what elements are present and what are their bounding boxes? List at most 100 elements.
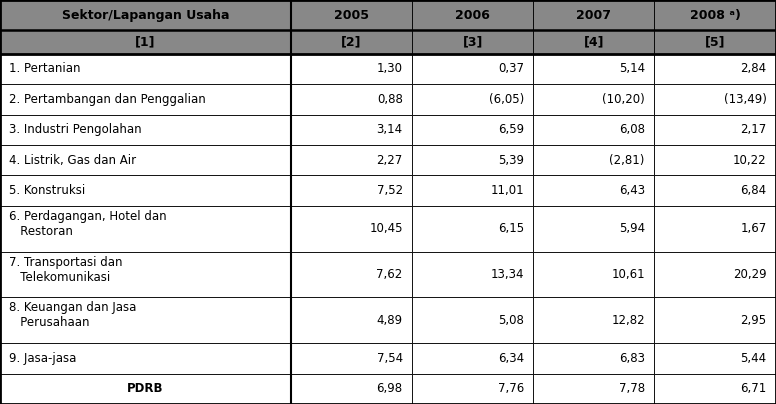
Bar <box>654 84 776 115</box>
Text: 7. Transportasi dan
   Telekomunikasi: 7. Transportasi dan Telekomunikasi <box>9 256 123 284</box>
Text: 7,76: 7,76 <box>497 382 524 395</box>
Text: 2,95: 2,95 <box>740 314 767 327</box>
Bar <box>654 145 776 175</box>
Bar <box>0 297 291 343</box>
Bar <box>412 54 533 84</box>
Text: 6. Perdagangan, Hotel dan
   Restoran: 6. Perdagangan, Hotel dan Restoran <box>9 210 167 238</box>
Text: 2,17: 2,17 <box>740 123 767 136</box>
Bar <box>533 206 654 252</box>
Bar <box>412 84 533 115</box>
Bar <box>533 343 654 374</box>
Text: 5,44: 5,44 <box>740 352 767 365</box>
Text: 6,08: 6,08 <box>618 123 645 136</box>
Bar <box>0 0 291 30</box>
Bar <box>533 297 654 343</box>
Bar <box>291 54 412 84</box>
Text: 5,39: 5,39 <box>497 154 524 167</box>
Text: 4,89: 4,89 <box>376 314 403 327</box>
Text: 0,37: 0,37 <box>497 62 524 76</box>
Text: 0,88: 0,88 <box>377 93 403 106</box>
Text: PDRB: PDRB <box>127 382 164 395</box>
Bar <box>291 343 412 374</box>
Bar <box>412 343 533 374</box>
Text: 11,01: 11,01 <box>490 184 524 197</box>
Bar <box>291 0 412 30</box>
Bar <box>0 374 291 404</box>
Text: 1,67: 1,67 <box>740 222 767 235</box>
Bar <box>533 115 654 145</box>
Text: [2]: [2] <box>341 36 362 48</box>
Bar <box>0 343 291 374</box>
Bar <box>412 252 533 297</box>
Bar <box>291 145 412 175</box>
Text: 2008 ᵃ): 2008 ᵃ) <box>690 9 740 22</box>
Bar <box>533 0 654 30</box>
Text: 20,29: 20,29 <box>733 268 767 281</box>
Text: 6,83: 6,83 <box>618 352 645 365</box>
Bar <box>533 145 654 175</box>
Bar <box>533 30 654 54</box>
Text: (10,20): (10,20) <box>602 93 645 106</box>
Text: 6,34: 6,34 <box>497 352 524 365</box>
Bar <box>654 30 776 54</box>
Bar <box>0 145 291 175</box>
Text: [4]: [4] <box>584 36 604 48</box>
Text: 8. Keuangan dan Jasa
   Perusahaan: 8. Keuangan dan Jasa Perusahaan <box>9 301 137 329</box>
Text: 6,15: 6,15 <box>497 222 524 235</box>
Text: 1. Pertanian: 1. Pertanian <box>9 62 81 76</box>
Text: 5,94: 5,94 <box>618 222 645 235</box>
Bar <box>0 115 291 145</box>
Bar <box>291 30 412 54</box>
Text: 12,82: 12,82 <box>611 314 645 327</box>
Bar <box>533 374 654 404</box>
Text: 6,98: 6,98 <box>376 382 403 395</box>
Text: 4. Listrik, Gas dan Air: 4. Listrik, Gas dan Air <box>9 154 137 167</box>
Bar <box>533 175 654 206</box>
Text: [1]: [1] <box>135 36 156 48</box>
Bar <box>0 175 291 206</box>
Text: 3. Industri Pengolahan: 3. Industri Pengolahan <box>9 123 142 136</box>
Text: 6,59: 6,59 <box>497 123 524 136</box>
Text: (6,05): (6,05) <box>489 93 524 106</box>
Text: 5,14: 5,14 <box>618 62 645 76</box>
Bar <box>654 175 776 206</box>
Bar <box>291 252 412 297</box>
Bar <box>654 297 776 343</box>
Bar <box>412 30 533 54</box>
Bar <box>291 115 412 145</box>
Bar <box>412 374 533 404</box>
Text: [5]: [5] <box>705 36 726 48</box>
Bar <box>291 297 412 343</box>
Text: 5. Konstruksi: 5. Konstruksi <box>9 184 85 197</box>
Text: 10,45: 10,45 <box>369 222 403 235</box>
Text: 6,84: 6,84 <box>740 184 767 197</box>
Bar <box>412 115 533 145</box>
Bar <box>654 206 776 252</box>
Text: 9. Jasa-jasa: 9. Jasa-jasa <box>9 352 77 365</box>
Bar <box>0 54 291 84</box>
Bar <box>654 54 776 84</box>
Bar <box>412 297 533 343</box>
Bar <box>654 374 776 404</box>
Bar <box>291 374 412 404</box>
Bar <box>0 84 291 115</box>
Text: 2007: 2007 <box>576 9 611 22</box>
Text: 7,78: 7,78 <box>618 382 645 395</box>
Text: 7,62: 7,62 <box>376 268 403 281</box>
Text: 13,34: 13,34 <box>490 268 524 281</box>
Text: [3]: [3] <box>462 36 483 48</box>
Bar <box>412 175 533 206</box>
Text: 2,84: 2,84 <box>740 62 767 76</box>
Bar <box>654 252 776 297</box>
Bar <box>291 175 412 206</box>
Text: 2006: 2006 <box>456 9 490 22</box>
Bar <box>412 0 533 30</box>
Text: 2. Pertambangan dan Penggalian: 2. Pertambangan dan Penggalian <box>9 93 206 106</box>
Text: 3,14: 3,14 <box>376 123 403 136</box>
Text: 10,61: 10,61 <box>611 268 645 281</box>
Bar <box>533 252 654 297</box>
Bar <box>654 115 776 145</box>
Bar <box>291 84 412 115</box>
Text: (2,81): (2,81) <box>609 154 645 167</box>
Bar <box>533 54 654 84</box>
